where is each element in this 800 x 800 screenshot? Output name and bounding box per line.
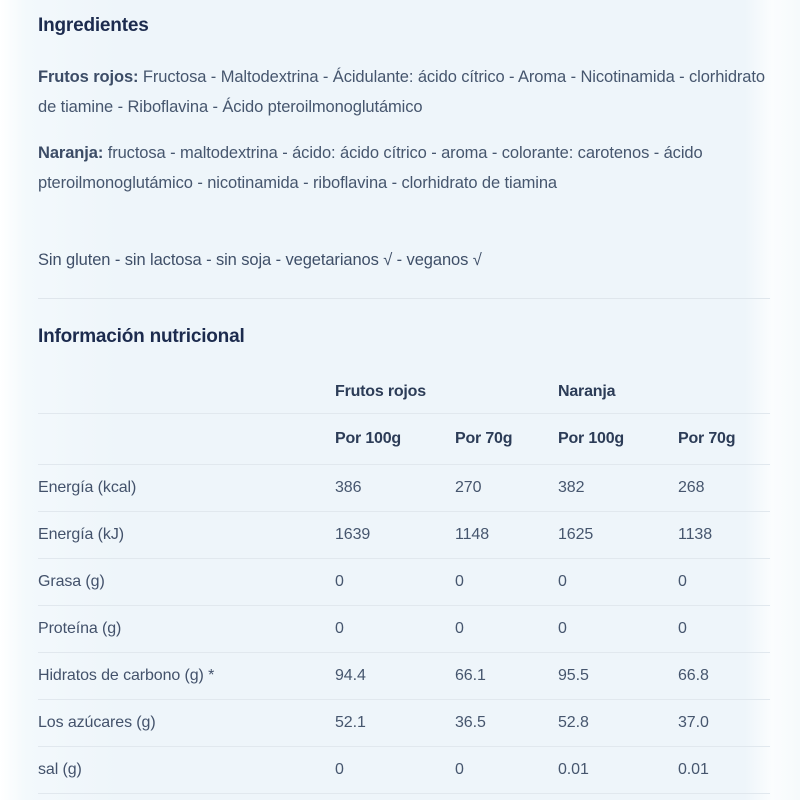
value-cell: 268 (678, 478, 705, 496)
value-cell: 0 (678, 619, 687, 637)
table-row-energia-kcal: Energía (kcal) 386 270 382 268 (38, 464, 771, 511)
ingredients-frutos-rojos: Frutos rojos: Fructosa - Maltodextrina -… (38, 62, 770, 122)
value-cell: 94.4 (335, 666, 366, 684)
value-cell: 52.8 (558, 713, 589, 731)
value-cell: 1148 (455, 525, 490, 543)
row-label: Proteína (g) (38, 619, 122, 637)
value-cell: 52.1 (335, 713, 366, 731)
value-cell: 66.1 (455, 666, 486, 684)
ingredients-naranja: Naranja: fructosa - maltodextrina - ácid… (38, 138, 770, 198)
ingredients-frutos-rojos-text: Fructosa - Maltodextrina - Ácidulante: á… (38, 68, 765, 116)
table-row-grasa: Grasa (g) 0 0 0 0 (38, 558, 771, 605)
row-label: Los azúcares (g) (38, 713, 156, 731)
serving-header: Por 70g (455, 429, 513, 447)
row-label: Energía (kJ) (38, 525, 124, 543)
value-cell: 0.01 (558, 760, 589, 778)
nutrition-section: Información nutricional Frutos rojos Nar… (38, 325, 771, 794)
value-cell: 36.5 (455, 713, 486, 731)
value-cell: 0 (558, 572, 567, 590)
value-cell: 0 (335, 572, 344, 590)
value-cell: 0 (678, 572, 687, 590)
value-cell: 382 (558, 478, 585, 496)
serving-header: Por 70g (678, 429, 736, 447)
table-row-sal: sal (g) 0 0 0.01 0.01 (38, 746, 771, 793)
row-label: Hidratos de carbono (g) * (38, 666, 215, 684)
table-row-serving-headers: Por 100g Por 70g Por 100g Por 70g (38, 413, 771, 464)
row-label: Grasa (g) (38, 572, 105, 590)
value-cell: 0 (455, 760, 464, 778)
nutrition-table: Frutos rojos Naranja Por 100g Por 70g Po… (38, 371, 771, 794)
ingredients-frutos-rojos-label: Frutos rojos: (38, 68, 139, 86)
value-cell: 1138 (678, 525, 713, 543)
value-cell: 0 (455, 619, 464, 637)
group-header-naranja: Naranja (558, 382, 616, 400)
dietary-claims-line: Sin gluten - sin lactosa - sin soja - ve… (38, 251, 482, 269)
serving-header: Por 100g (558, 429, 624, 447)
value-cell: 270 (455, 478, 482, 496)
row-label: Energía (kcal) (38, 478, 137, 496)
table-row-hidratos: Hidratos de carbono (g) * 94.4 66.1 95.5… (38, 652, 771, 699)
table-row-energia-kj: Energía (kJ) 1639 1148 1625 1138 (38, 511, 771, 558)
value-cell: 66.8 (678, 666, 709, 684)
value-cell: 0.01 (678, 760, 709, 778)
value-cell: 0 (335, 619, 344, 637)
section-divider (38, 298, 770, 299)
value-cell: 95.5 (558, 666, 589, 684)
value-cell: 1625 (558, 525, 594, 543)
empty-header-cell (38, 371, 335, 413)
group-header-frutos-rojos: Frutos rojos (335, 382, 426, 400)
table-row-proteina: Proteína (g) 0 0 0 0 (38, 605, 771, 652)
serving-header: Por 100g (335, 429, 401, 447)
value-cell: 386 (335, 478, 362, 496)
content-area: Ingredientes Frutos rojos: Fructosa - Ma… (38, 14, 771, 794)
table-row-product-groups: Frutos rojos Naranja (38, 371, 771, 413)
ingredients-section: Ingredientes Frutos rojos: Fructosa - Ma… (38, 14, 770, 274)
ingredients-naranja-label: Naranja: (38, 144, 104, 162)
ingredients-naranja-text: fructosa - maltodextrina - ácido: ácido … (38, 144, 703, 192)
value-cell: 1639 (335, 525, 371, 543)
value-cell: 37.0 (678, 713, 709, 731)
empty-header-cell (38, 413, 335, 464)
ingredients-heading: Ingredientes (38, 15, 149, 36)
value-cell: 0 (455, 572, 464, 590)
row-label: sal (g) (38, 760, 82, 778)
nutrition-heading: Información nutricional (38, 326, 245, 347)
value-cell: 0 (335, 760, 344, 778)
value-cell: 0 (558, 619, 567, 637)
table-row-azucares: Los azúcares (g) 52.1 36.5 52.8 37.0 (38, 699, 771, 746)
